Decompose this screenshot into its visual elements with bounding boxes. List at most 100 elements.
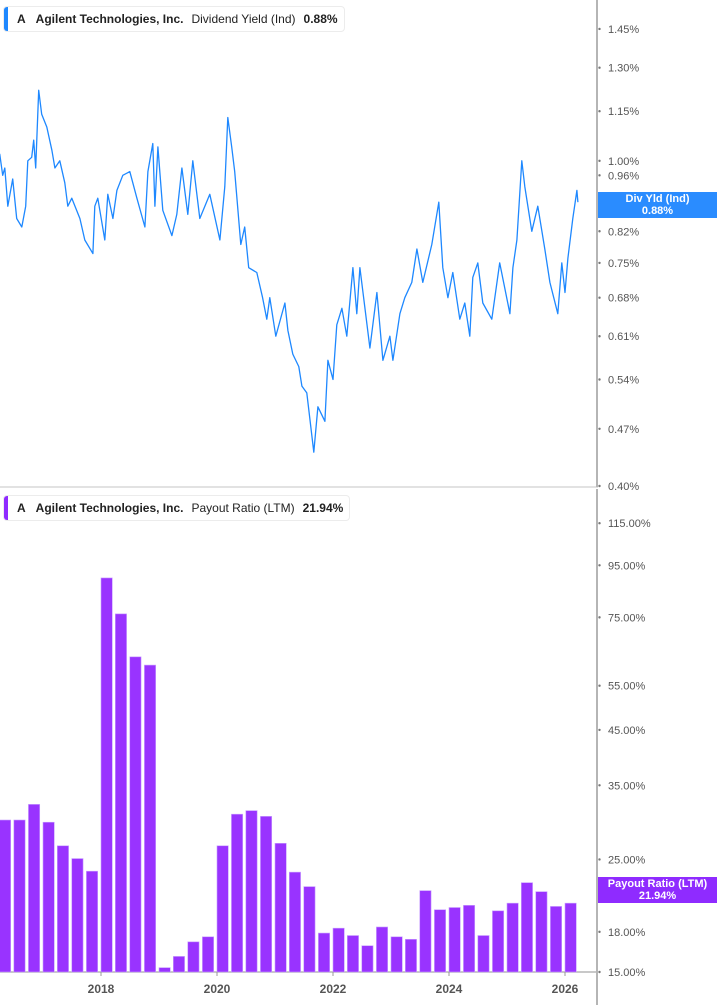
legend-ticker: A [17,501,26,515]
payout-bar [173,956,185,973]
payout-bar [390,936,403,973]
y-tick-label: 1.45% [608,24,639,36]
y-tick-label: 15.00% [608,967,646,979]
x-tick-label: 2018 [88,982,115,996]
y-tick-mark [598,728,601,732]
payout-bar [274,843,287,973]
y-tick-mark [598,616,601,619]
y-tick-label: 0.54% [608,375,639,387]
legend-ticker: A [17,12,26,26]
y-tick-mark [598,970,601,974]
payout-bar [245,810,258,973]
x-axis-ticks: 2018 2020 2022 2024 2026 [88,972,579,996]
y-tick-mark [598,684,601,687]
series-color-marker [4,7,8,31]
y-tick-label: 55.00% [608,681,646,693]
y-tick-label: 0.75% [608,258,639,270]
top-y-ticks: 1.45%1.30%1.15%1.00%0.96%0.89%0.82%0.75%… [598,24,639,493]
current-payout-tag: Payout Ratio (LTM) 21.94% [598,877,717,903]
payout-bar [86,870,98,973]
payout-bar [100,577,113,973]
payout-bar [202,936,214,973]
y-tick-mark [598,335,601,338]
payout-bar [405,938,417,973]
bottom-legend[interactable]: A Agilent Technologies, Inc. Payout Rati… [3,495,351,521]
payout-bar [57,845,69,973]
y-tick-mark [598,174,601,177]
y-tick-label: 18.00% [608,927,646,939]
payout-bar [115,613,127,973]
x-tick-label: 2024 [436,982,463,996]
legend-value: 0.88% [303,12,338,26]
legend-metric: Dividend Yield (Ind) [191,12,296,26]
legend-company: Agilent Technologies, Inc. [35,501,184,515]
y-tick-mark [598,27,601,31]
x-tick-label: 2026 [552,982,579,996]
payout-bar [521,882,533,973]
legend-metric: Payout Ratio (LTM) [191,501,295,515]
payout-bar [42,821,55,973]
y-tick-label: 0.40% [608,481,639,493]
payout-bar [144,664,156,973]
payout-bar [28,804,41,973]
y-tick-label: 115.00% [608,518,651,530]
payout-bar [347,935,359,973]
payout-bar [434,909,446,973]
y-tick-label: 0.47% [608,424,639,436]
y-tick-mark [598,427,601,430]
payout-bar [231,813,244,973]
y-tick-label: 1.30% [608,63,639,75]
payout-bar [71,858,84,973]
payout-bar [129,656,142,973]
payout-bar [158,967,171,973]
y-tick-label: 0.61% [608,331,639,343]
payout-bar [318,932,330,973]
y-tick-mark [598,110,601,113]
y-tick-mark [598,784,601,787]
y-tick-mark [598,261,601,265]
tag-label: Div Yld (Ind) [625,193,690,205]
x-tick-label: 2022 [320,982,347,996]
tag-label: Payout Ratio (LTM) [607,878,708,890]
payout-bar [260,816,273,973]
payout-bar [463,905,476,973]
tag-value: 21.94% [638,890,677,902]
y-tick-mark [598,521,601,525]
current-yield-tag: Div Yld (Ind) 0.88% [598,192,717,218]
y-tick-mark [598,484,601,488]
y-tick-label: 95.00% [608,560,646,572]
bottom-y-ticks: 115.00% 95.00% 75.00% 55.00% 45.00% 35.00% 25.… [598,518,651,979]
y-tick-label: 35.00% [608,780,646,792]
payout-bar [216,845,229,973]
y-tick-label: 45.00% [608,725,646,737]
payout-bar [13,819,26,973]
top-legend[interactable]: A Agilent Technologies, Inc. Dividend Yi… [3,6,345,32]
y-tick-label: 0.96% [608,170,639,182]
payout-bar [303,886,316,973]
y-tick-label: 0.68% [608,293,639,305]
y-tick-label: 25.00% [608,854,646,866]
y-tick-mark [598,296,601,299]
y-tick-mark [598,66,601,69]
y-tick-mark [598,564,601,567]
y-tick-label: 75.00% [608,612,646,624]
legend-value: 21.94% [302,501,344,515]
payout-bar [477,935,490,973]
payout-bar [332,927,345,973]
legend-company: Agilent Technologies, Inc. [35,12,184,26]
x-tick-label: 2020 [204,982,231,996]
y-tick-label: 1.00% [608,156,639,168]
payout-bar [419,890,432,973]
y-tick-mark [598,159,601,163]
payout-bar [535,891,548,973]
payout-bar [187,941,200,973]
y-tick-mark [598,378,601,381]
payout-bars [0,577,577,973]
payout-bar [376,926,388,973]
payout-bar [564,902,577,973]
payout-bar [289,871,301,973]
payout-bar [506,902,519,973]
dividend-yield-line [0,89,579,453]
y-tick-mark [598,858,601,861]
payout-bar [492,910,505,973]
